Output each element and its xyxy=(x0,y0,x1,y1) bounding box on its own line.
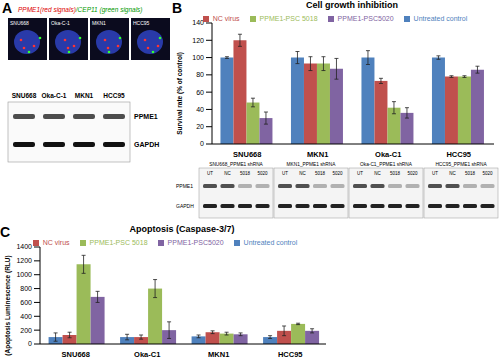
svg-text:MKN1: MKN1 xyxy=(75,92,94,99)
svg-text:80: 80 xyxy=(196,71,204,78)
svg-text:SNU668: SNU668 xyxy=(62,350,90,358)
svg-text:SNU668: SNU668 xyxy=(10,20,29,26)
html-text:Survival rate (% of control): Survival rate (% of control) xyxy=(175,51,183,135)
svg-text:5018: 5018 xyxy=(240,171,251,176)
svg-text:5020: 5020 xyxy=(407,171,418,176)
svg-text:SNU668: SNU668 xyxy=(12,92,37,99)
svg-text:UT: UT xyxy=(282,171,288,176)
svg-text:140: 140 xyxy=(192,19,204,26)
svg-text:GAPDH: GAPDH xyxy=(176,203,194,209)
svg-text:Oka-C1: Oka-C1 xyxy=(134,350,160,358)
svg-text:PPME1: PPME1 xyxy=(134,113,158,120)
svg-text:200: 200 xyxy=(20,327,32,334)
svg-text:5018: 5018 xyxy=(315,171,326,176)
svg-text:MKN1: MKN1 xyxy=(92,20,106,26)
svg-text:UT: UT xyxy=(357,171,363,176)
html-text:PPME1-PSC5020: PPME1-PSC5020 xyxy=(337,15,394,22)
svg-text:5018: 5018 xyxy=(465,171,476,176)
svg-text:0: 0 xyxy=(28,340,32,347)
svg-text:5020: 5020 xyxy=(332,171,343,176)
html-text:(Apoptosis Luminescence (RLU): (Apoptosis Luminescence (RLU) xyxy=(3,254,11,356)
svg-text:MKN1: MKN1 xyxy=(208,350,229,358)
html-text:Untreated control: Untreated control xyxy=(413,15,468,22)
svg-text:1400: 1400 xyxy=(16,243,32,250)
svg-text:PPME1: PPME1 xyxy=(176,183,193,189)
svg-text:5020: 5020 xyxy=(257,171,268,176)
html-text:PPME1-PSC 5018: PPME1-PSC 5018 xyxy=(259,15,318,22)
svg-text:NC: NC xyxy=(449,171,456,176)
svg-text:SNU668: SNU668 xyxy=(233,150,261,158)
svg-text:5018: 5018 xyxy=(390,171,401,176)
svg-text:MKN1_PPME1 shRNA: MKN1_PPME1 shRNA xyxy=(287,162,337,167)
svg-text:NC: NC xyxy=(299,171,306,176)
svg-text:40: 40 xyxy=(196,106,204,113)
svg-text:120: 120 xyxy=(192,37,204,44)
svg-text:Oka-C-1: Oka-C-1 xyxy=(42,92,67,99)
svg-text:NC: NC xyxy=(224,171,231,176)
svg-text:SNU668_PPME1 shRNA: SNU668_PPME1 shRNA xyxy=(209,162,263,167)
svg-text:100: 100 xyxy=(192,54,204,61)
svg-text:MKN1: MKN1 xyxy=(307,150,328,158)
svg-text:0: 0 xyxy=(200,140,204,147)
svg-text:1000: 1000 xyxy=(16,271,32,278)
html-text:NC virus: NC virus xyxy=(212,15,240,22)
svg-text:UT: UT xyxy=(432,171,438,176)
html-text:B: B xyxy=(172,0,183,16)
html-text:PPME1-PSC 5018: PPME1-PSC 5018 xyxy=(89,239,148,246)
svg-text:600: 600 xyxy=(20,299,32,306)
svg-text:20: 20 xyxy=(196,123,204,130)
svg-text:PPME1(red signals)/CEP11 (gree: PPME1(red signals)/CEP11 (green signals) xyxy=(18,6,143,14)
html-text:PPME1-PSC5020: PPME1-PSC5020 xyxy=(167,239,224,246)
svg-text:5020: 5020 xyxy=(482,171,492,176)
svg-text:HCC95: HCC95 xyxy=(278,350,303,358)
html-text:NC virus: NC virus xyxy=(42,239,70,246)
svg-text:NC: NC xyxy=(374,171,381,176)
svg-text:800: 800 xyxy=(20,285,32,292)
svg-text:400: 400 xyxy=(20,313,32,320)
svg-text:HCC95_PPME1 shRNA: HCC95_PPME1 shRNA xyxy=(435,162,487,167)
html-text:C: C xyxy=(0,224,11,240)
svg-text:A: A xyxy=(8,0,12,16)
svg-text:60: 60 xyxy=(196,89,204,96)
html-text:Cell growth inhibition: Cell growth inhibition xyxy=(306,0,398,10)
svg-text:HCC95: HCC95 xyxy=(133,20,150,26)
svg-text:Oka-C1_PPME1 shRNA: Oka-C1_PPME1 shRNA xyxy=(360,162,413,167)
svg-text:Oka-C-1: Oka-C-1 xyxy=(51,20,70,26)
svg-text:Oka-C1: Oka-C1 xyxy=(375,150,401,158)
svg-text:HCC95: HCC95 xyxy=(103,92,125,99)
html-text:Untreated control: Untreated control xyxy=(243,239,298,246)
svg-text:HCC95: HCC95 xyxy=(446,150,471,158)
html-text:Apoptosis (Caspase-3/7): Apoptosis (Caspase-3/7) xyxy=(129,224,235,234)
svg-text:UT: UT xyxy=(207,171,213,176)
svg-text:GAPDH: GAPDH xyxy=(134,141,159,148)
svg-text:1200: 1200 xyxy=(16,257,32,264)
